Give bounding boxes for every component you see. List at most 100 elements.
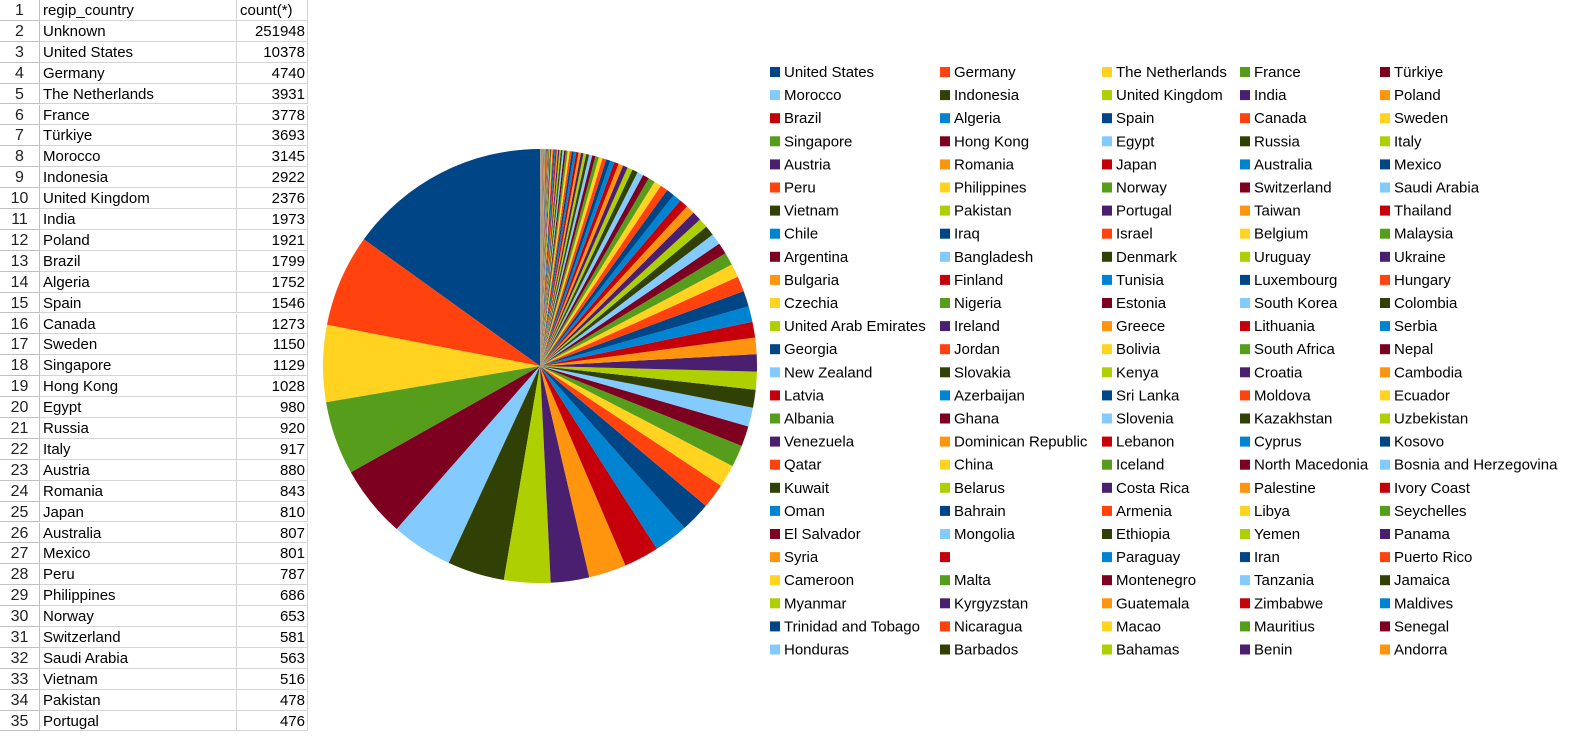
cell-country[interactable]: Germany <box>40 62 237 84</box>
cell-country[interactable]: Türkiye <box>40 125 237 147</box>
cell-country[interactable]: Russia <box>40 418 237 439</box>
cell-count[interactable]: 1150 <box>237 334 308 356</box>
row-header: 25 <box>0 501 40 523</box>
pie-slice <box>540 149 542 366</box>
row-header: 21 <box>0 418 40 439</box>
legend-swatch <box>770 159 780 170</box>
cell-country[interactable]: Canada <box>40 313 237 335</box>
cell-count[interactable]: 801 <box>237 543 308 565</box>
cell-country[interactable]: Spain <box>40 292 237 314</box>
pie-slice <box>540 149 545 366</box>
cell-count[interactable]: 581 <box>237 627 308 648</box>
cell-count[interactable]: 1546 <box>237 292 308 314</box>
cell-count[interactable]: 251948 <box>237 20 308 42</box>
cell-count[interactable]: 2922 <box>237 167 308 189</box>
header-cell[interactable]: count(*) <box>237 0 308 21</box>
pie-slice <box>540 149 542 366</box>
cell-count[interactable]: 843 <box>237 480 308 502</box>
cell-count[interactable]: 10378 <box>237 41 308 63</box>
cell-country[interactable]: Algeria <box>40 271 237 293</box>
header-cell[interactable]: regip_country <box>40 0 237 21</box>
cell-country[interactable]: Unknown <box>40 20 237 42</box>
pie-slice <box>540 149 553 366</box>
pie-slice <box>540 149 543 366</box>
cell-country[interactable]: Philippines <box>40 585 237 607</box>
cell-count[interactable]: 563 <box>237 647 308 669</box>
pie-slice <box>540 149 541 366</box>
cell-count[interactable]: 3778 <box>237 104 308 126</box>
row-header: 31 <box>0 627 40 648</box>
cell-count[interactable]: 3693 <box>237 125 308 147</box>
legend-label: Kuwait <box>784 480 830 497</box>
cell-country[interactable]: Peru <box>40 564 237 586</box>
pie-slice <box>540 366 590 583</box>
legend-label: Benin <box>1254 641 1292 658</box>
cell-country[interactable]: Portugal <box>40 710 237 732</box>
cell-country[interactable]: Mexico <box>40 543 237 565</box>
legend-swatch <box>1240 251 1250 262</box>
cell-count[interactable]: 1129 <box>237 355 308 377</box>
cell-country[interactable]: Switzerland <box>40 627 237 648</box>
cell-count[interactable]: 1973 <box>237 209 308 230</box>
cell-country[interactable]: Singapore <box>40 355 237 377</box>
cell-country[interactable]: United Kingdom <box>40 188 237 209</box>
cell-count[interactable]: 476 <box>237 710 308 732</box>
legend-label: Ukraine <box>1394 249 1446 266</box>
cell-country[interactable]: Hong Kong <box>40 376 237 398</box>
legend-label: Bahamas <box>1116 641 1179 658</box>
pie-slice <box>540 366 742 467</box>
cell-country[interactable]: France <box>40 104 237 126</box>
pie-slice <box>540 149 547 366</box>
cell-count[interactable]: 1028 <box>237 376 308 398</box>
cell-count[interactable]: 880 <box>237 459 308 481</box>
pie-slice <box>540 149 546 366</box>
cell-country[interactable]: Australia <box>40 522 237 544</box>
cell-country[interactable]: United States <box>40 41 237 63</box>
cell-count[interactable]: 4740 <box>237 62 308 84</box>
cell-country[interactable]: Pakistan <box>40 689 237 711</box>
cell-count[interactable]: 516 <box>237 668 308 690</box>
cell-count[interactable]: 920 <box>237 418 308 439</box>
cell-country[interactable]: Saudi Arabia <box>40 647 237 669</box>
cell-country[interactable]: India <box>40 209 237 230</box>
row-header: 18 <box>0 355 40 377</box>
cell-count[interactable]: 3145 <box>237 146 308 168</box>
cell-country[interactable]: Morocco <box>40 146 237 168</box>
row-header: 2 <box>0 20 40 42</box>
legend-label: Croatia <box>1254 364 1303 381</box>
cell-count[interactable]: 1921 <box>237 229 308 251</box>
row-header: 11 <box>0 209 40 230</box>
cell-count[interactable]: 686 <box>237 585 308 607</box>
cell-country[interactable]: Italy <box>40 438 237 460</box>
cell-country[interactable]: Japan <box>40 501 237 523</box>
cell-count[interactable]: 980 <box>237 397 308 418</box>
cell-country[interactable]: Austria <box>40 459 237 481</box>
cell-country[interactable]: Vietnam <box>40 668 237 690</box>
cell-count[interactable]: 653 <box>237 606 308 627</box>
cell-count[interactable]: 478 <box>237 689 308 711</box>
legend-swatch <box>1102 90 1112 101</box>
cell-country[interactable]: Sweden <box>40 334 237 356</box>
legend-label: Moldova <box>1254 387 1311 404</box>
cell-count[interactable]: 810 <box>237 501 308 523</box>
cell-count[interactable]: 1273 <box>237 313 308 335</box>
cell-country[interactable]: Norway <box>40 606 237 627</box>
cell-country[interactable]: Romania <box>40 480 237 502</box>
cell-count[interactable]: 3931 <box>237 83 308 105</box>
cell-count[interactable]: 917 <box>237 438 308 460</box>
cell-count[interactable]: 2376 <box>237 188 308 209</box>
legend-swatch <box>1102 436 1112 447</box>
pie-slice <box>540 149 542 366</box>
cell-count[interactable]: 787 <box>237 564 308 586</box>
legend-swatch <box>770 552 780 563</box>
cell-country[interactable]: Indonesia <box>40 167 237 189</box>
legend-label: Belgium <box>1254 226 1308 243</box>
pie-slice <box>540 149 545 366</box>
cell-country[interactable]: Brazil <box>40 250 237 272</box>
cell-country[interactable]: Poland <box>40 229 237 251</box>
cell-count[interactable]: 807 <box>237 522 308 544</box>
cell-count[interactable]: 1799 <box>237 250 308 272</box>
cell-country[interactable]: The Netherlands <box>40 83 237 105</box>
cell-count[interactable]: 1752 <box>237 271 308 293</box>
cell-country[interactable]: Egypt <box>40 397 237 418</box>
